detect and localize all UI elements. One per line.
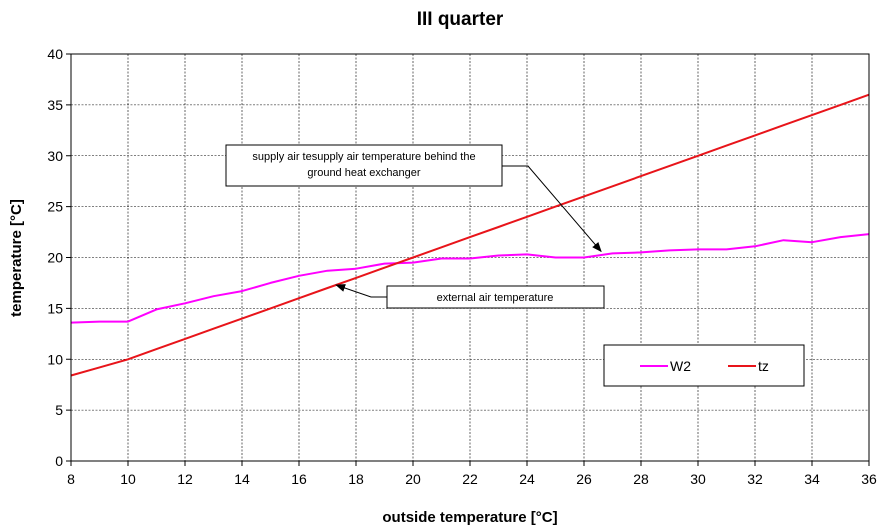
- x-tick-label: 20: [405, 471, 421, 487]
- series-line-tz: [70, 93, 870, 377]
- annotation-line: supply air tesupply air temperature behi…: [252, 151, 475, 163]
- y-tick-label: 40: [47, 46, 63, 62]
- x-tick-label: 10: [120, 471, 136, 487]
- y-tick-label: 5: [55, 402, 63, 418]
- x-tick-label: 34: [804, 471, 820, 487]
- x-tick-label: 8: [67, 471, 75, 487]
- y-axis-title: temperature [°C]: [8, 199, 25, 317]
- x-axis-ticks: 8 10 12 14 16 18 20 22 24 26 28 30 32 34 36: [67, 461, 877, 487]
- annotation-supply-air: supply air tesupply air temperature behi…: [225, 144, 602, 253]
- plot-area: 8 10 12 14 16 18 20 22 24 26 28 30 32 34 36 0 5 10 15 20 25…: [47, 46, 877, 487]
- y-tick-label: 30: [47, 148, 63, 164]
- x-tick-label: 24: [519, 471, 535, 487]
- annotation-line: ground heat exchanger: [307, 167, 420, 179]
- annotation-line: external air temperature: [437, 292, 554, 304]
- legend-label-tz: tz: [758, 358, 769, 374]
- x-tick-label: 28: [633, 471, 649, 487]
- annotations: supply air tesupply air temperature behi…: [225, 144, 605, 309]
- y-tick-label: 20: [47, 250, 63, 266]
- annotation-arrow: [335, 284, 387, 298]
- x-tick-label: 14: [234, 471, 250, 487]
- y-axis-ticks: 0 5 10 15 20 25 30 35 40: [47, 46, 71, 469]
- x-tick-label: 26: [576, 471, 592, 487]
- y-tick-label: 25: [47, 199, 63, 215]
- annotation-external-air: external air temperature: [335, 284, 605, 309]
- chart-title: III quarter: [417, 9, 504, 30]
- y-tick-label: 35: [47, 97, 63, 113]
- x-tick-label: 18: [348, 471, 364, 487]
- legend: W2 tz: [603, 344, 805, 387]
- annotation-arrow: [502, 165, 602, 253]
- plot-frame: [70, 53, 870, 462]
- x-tick-label: 36: [861, 471, 877, 487]
- y-tick-label: 15: [47, 300, 63, 316]
- x-tick-label: 12: [177, 471, 193, 487]
- x-tick-label: 16: [291, 471, 307, 487]
- x-tick-label: 30: [690, 471, 706, 487]
- x-tick-label: 22: [462, 471, 478, 487]
- y-tick-label: 10: [47, 351, 63, 367]
- legend-label-w2: W2: [670, 358, 691, 374]
- y-tick-label: 0: [55, 453, 63, 469]
- series-line-w2: [70, 233, 870, 324]
- legend-box: [603, 344, 805, 387]
- series-lines: [70, 93, 870, 377]
- x-tick-label: 32: [747, 471, 763, 487]
- x-axis-title: outside temperature [°C]: [382, 509, 557, 526]
